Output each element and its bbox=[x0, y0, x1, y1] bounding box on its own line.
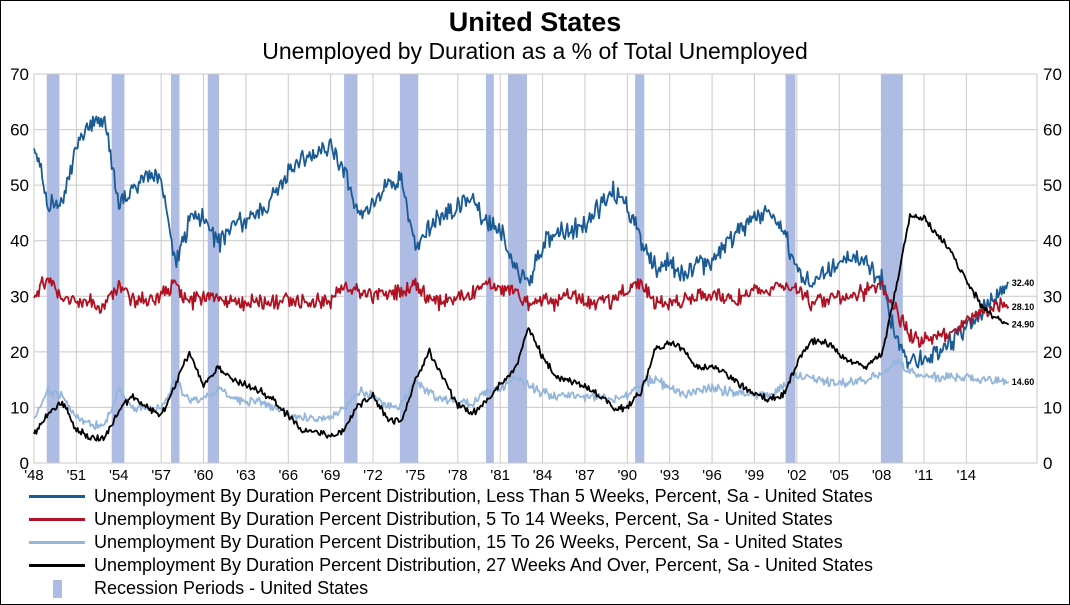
legend-swatch-area bbox=[29, 541, 85, 544]
y-axis-labels-right: 0 10 20 30 40 50 60 70 bbox=[1043, 65, 1062, 473]
x-tick-label: '66 bbox=[279, 467, 299, 484]
legend-label: Unemployment By Duration Percent Distrib… bbox=[94, 486, 873, 506]
x-tick-label: '81 bbox=[490, 467, 510, 484]
y-tick-label: 40 bbox=[10, 232, 29, 251]
x-tick-label: '90 bbox=[618, 467, 638, 484]
legend-label: Unemployment By Duration Percent Distrib… bbox=[94, 555, 874, 575]
y-tick-label: 20 bbox=[1043, 343, 1062, 362]
legend-swatch-area bbox=[29, 518, 85, 521]
y-tick-label: 70 bbox=[1043, 65, 1062, 84]
legend-recession-swatch bbox=[53, 579, 62, 598]
x-tick-label: '54 bbox=[109, 467, 129, 484]
legend-label: Unemployment By Duration Percent Distrib… bbox=[94, 509, 833, 529]
legend-line-swatch-5-to-14-weeks bbox=[29, 518, 85, 521]
plot-border bbox=[33, 73, 1038, 464]
x-tick-label: '72 bbox=[363, 467, 383, 484]
y-tick-label: 40 bbox=[1043, 232, 1062, 251]
y-tick-label: 60 bbox=[10, 121, 29, 140]
legend-swatch-area bbox=[29, 579, 85, 598]
legend-swatch-area bbox=[29, 495, 85, 498]
y-tick-label: 70 bbox=[10, 65, 29, 84]
x-tick-label: '05 bbox=[829, 467, 849, 484]
y-tick-label: 50 bbox=[10, 176, 29, 195]
x-tick-label: '57 bbox=[151, 467, 171, 484]
y-tick-label: 60 bbox=[1043, 121, 1062, 140]
x-axis-labels: '48 '51 '54 '57 '60 '63 '66 '69 '72 '75 '78 '81 '84 '… bbox=[24, 467, 976, 484]
series-end-value-label: 28.10 bbox=[1012, 302, 1035, 312]
series-end-value-label: 32.40 bbox=[1012, 278, 1035, 288]
legend-label: Recession Periods - United States bbox=[94, 578, 369, 598]
x-tick-label: '11 bbox=[915, 467, 933, 484]
x-tick-label: '96 bbox=[702, 467, 722, 484]
x-tick-label: '75 bbox=[406, 467, 426, 484]
y-tick-label: 30 bbox=[1043, 287, 1062, 306]
x-tick-label: '99 bbox=[745, 467, 765, 484]
legend-label: Unemployment By Duration Percent Distrib… bbox=[94, 532, 843, 552]
legend-item: Unemployment By Duration Percent Distrib… bbox=[29, 485, 1069, 508]
y-tick-label: 0 bbox=[1043, 454, 1052, 473]
chart-legend: Unemployment By Duration Percent Distrib… bbox=[1, 485, 1069, 600]
series-line-less_than_5 bbox=[33, 115, 1010, 369]
x-tick-label: '63 bbox=[236, 467, 256, 484]
x-tick-label: '93 bbox=[660, 467, 680, 484]
series-line-w15_26 bbox=[33, 359, 1010, 430]
series-line-w27_over bbox=[33, 213, 1010, 442]
x-tick-label: '60 bbox=[194, 467, 214, 484]
x-tick-label: '48 bbox=[24, 467, 44, 484]
x-tick-label: '02 bbox=[787, 467, 807, 484]
legend-item: Unemployment By Duration Percent Distrib… bbox=[29, 531, 1069, 554]
x-tick-label: '51 bbox=[67, 467, 87, 484]
legend-line-swatch-15-to-26-weeks bbox=[29, 541, 85, 544]
series-lines bbox=[33, 115, 1010, 442]
legend-item: Unemployment By Duration Percent Distrib… bbox=[29, 508, 1069, 531]
y-axis-labels-left: 0 10 20 30 40 50 60 70 bbox=[10, 65, 29, 473]
y-tick-label: 20 bbox=[10, 343, 29, 362]
x-tick-label: '84 bbox=[533, 467, 553, 484]
y-tick-label: 10 bbox=[10, 398, 29, 417]
legend-item: Recession Periods - United States bbox=[29, 577, 1069, 600]
x-tick-label: '14 bbox=[957, 467, 977, 484]
series-end-value-label: 14.60 bbox=[1012, 377, 1035, 387]
y-tick-label: 10 bbox=[1043, 398, 1062, 417]
x-tick-label: '69 bbox=[321, 467, 341, 484]
y-tick-label: 0 bbox=[20, 454, 29, 473]
series-end-labels: 32.40 28.10 14.60 24.90 bbox=[1012, 278, 1035, 387]
legend-line-swatch-less-than-5-weeks bbox=[29, 495, 85, 498]
y-tick-label: 50 bbox=[1043, 176, 1062, 195]
chart-title: United States bbox=[448, 7, 622, 37]
series-end-value-label: 24.90 bbox=[1012, 320, 1035, 330]
legend-item: Unemployment By Duration Percent Distrib… bbox=[29, 554, 1069, 577]
legend-swatch-area bbox=[29, 564, 85, 567]
chart-subtitle: Unemployed by Duration as a % of Total U… bbox=[262, 38, 808, 64]
x-tick-label: '78 bbox=[448, 467, 468, 484]
series-line-w5_14 bbox=[33, 276, 1010, 348]
y-tick-label: 30 bbox=[10, 287, 29, 306]
x-tick-label: '87 bbox=[575, 467, 595, 484]
x-tick-label: '08 bbox=[872, 467, 892, 484]
legend-line-swatch-27-weeks-and-over bbox=[29, 564, 85, 567]
